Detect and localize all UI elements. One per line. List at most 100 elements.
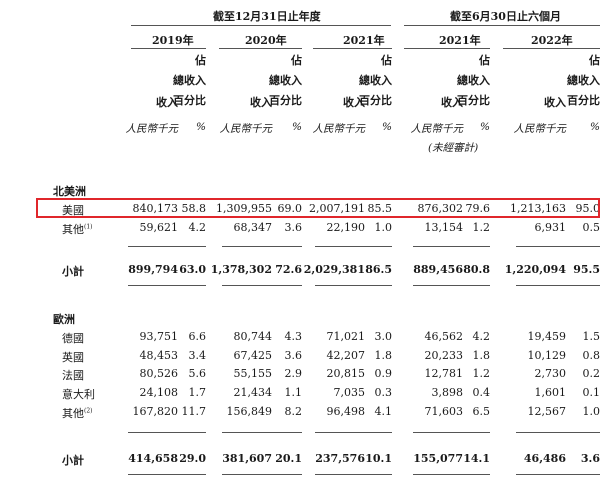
table-cell: 3.0 (374, 330, 393, 343)
year-header-2021-h1: 2021年 (439, 34, 481, 47)
subtotal-rule-bottom (128, 474, 206, 475)
column-header-revenue: 收入 (343, 96, 365, 109)
table-cell: 68,347 (233, 221, 273, 234)
table-cell: 4.1 (374, 405, 393, 418)
table-cell: 4.2 (188, 221, 207, 234)
unit-label-percent: % (292, 121, 302, 133)
period-header-six-months: 截至6月30日止六個月 (450, 10, 561, 23)
table-cell: 167,820 (132, 405, 179, 418)
row-label-text: 其他 (62, 407, 84, 420)
table-cell: 7,035 (333, 386, 366, 399)
table-cell: 0.2 (582, 367, 601, 380)
subtotal-cell: 381,607 (222, 452, 272, 465)
row-label-text: 意大利 (62, 388, 95, 401)
subtotal-rule-bottom (315, 474, 392, 475)
unit-label-rmb-thousand: 人民幣千元 (219, 123, 273, 135)
table-cell: 6.5 (472, 405, 491, 418)
subtotal-cell: 10.1 (365, 452, 392, 465)
year-rule-2020 (219, 48, 302, 49)
table-cell: 0.4 (472, 386, 491, 399)
year-rule-2022-h1 (503, 48, 600, 49)
subtotal-cell: 63.0 (179, 263, 206, 276)
unit-label-percent: % (480, 121, 490, 133)
unit-label-percent: % (196, 121, 206, 133)
row-label: 法國 (62, 367, 84, 383)
table-cell: 20,815 (326, 367, 366, 380)
subtotal-rule-top (315, 432, 392, 433)
table-cell: 1.1 (284, 386, 303, 399)
table-cell: 1.0 (374, 221, 393, 234)
table-cell: 46,562 (424, 330, 464, 343)
table-cell: 71,021 (326, 330, 366, 343)
column-header-percent-of-total: 佔 (381, 54, 392, 67)
column-header-revenue: 收入 (441, 96, 463, 109)
row-label: 美國 (62, 202, 84, 218)
unit-label-percent: % (382, 121, 392, 133)
subtotal-rule-bottom (516, 285, 600, 286)
table-cell: 59,621 (139, 221, 179, 234)
row-label-text: 其他 (62, 223, 84, 236)
row-label-text: 法國 (62, 369, 84, 382)
row-label-text: 德國 (62, 332, 84, 345)
table-cell: 85.5 (367, 202, 393, 215)
table-cell: 840,173 (132, 202, 179, 215)
year-header-2020: 2020年 (245, 34, 287, 47)
subtotal-cell: 86.5 (365, 263, 392, 276)
subtotal-cell: 95.5 (573, 263, 600, 276)
table-cell: 11.7 (181, 405, 207, 418)
subtotal-rule-top (516, 246, 600, 247)
subtotal-label: 小計 (62, 265, 84, 278)
table-cell: 0.8 (582, 349, 601, 362)
table-cell: 1.7 (188, 386, 207, 399)
column-header-percent-of-total: 佔 (479, 54, 490, 67)
column-header-percent-of-total: 百分比 (567, 94, 600, 107)
subtotal-cell: 46,486 (523, 452, 566, 465)
table-cell: 95.0 (575, 202, 601, 215)
table-cell: 4.3 (284, 330, 303, 343)
table-cell: 1,309,955 (216, 202, 272, 215)
subtotal-rule-top (413, 246, 490, 247)
table-cell: 1,601 (534, 386, 567, 399)
column-header-percent-of-total: 百分比 (269, 94, 302, 107)
table-cell: 156,849 (226, 405, 273, 418)
table-cell: 876,302 (417, 202, 464, 215)
subtotal-rule-bottom (413, 474, 490, 475)
table-cell: 24,108 (139, 386, 179, 399)
section-title: 北美洲 (53, 185, 86, 198)
subtotal-cell: 29.0 (179, 452, 206, 465)
table-cell: 13,154 (424, 221, 464, 234)
unaudited-note: (未經審計) (428, 142, 479, 154)
column-header-percent-of-total: 總收入 (457, 74, 490, 87)
subtotal-cell: 1,220,094 (504, 263, 566, 276)
table-cell: 22,190 (326, 221, 366, 234)
column-header-percent-of-total: 百分比 (173, 94, 206, 107)
table-cell: 96,498 (326, 405, 366, 418)
column-header-revenue: 收入 (250, 96, 272, 109)
period-rule-six-months (404, 25, 600, 26)
table-cell: 1,213,163 (510, 202, 566, 215)
column-header-percent-of-total: 總收入 (269, 74, 302, 87)
subtotal-rule-top (315, 246, 392, 247)
section-title: 歐洲 (53, 313, 75, 326)
subtotal-rule-bottom (222, 285, 302, 286)
year-header-2021: 2021年 (343, 34, 385, 47)
column-header-revenue: 收入 (544, 96, 566, 109)
subtotal-cell: 20.1 (275, 452, 302, 465)
row-label: 其他(1) (62, 221, 93, 237)
table-cell: 3.6 (284, 349, 303, 362)
column-header-percent-of-total: 佔 (291, 54, 302, 67)
year-header-2019: 2019年 (152, 34, 194, 47)
column-header-percent-of-total: 佔 (589, 54, 600, 67)
table-cell: 0.9 (374, 367, 393, 380)
row-label-text: 美國 (62, 204, 84, 217)
table-cell: 20,233 (424, 349, 464, 362)
table-cell: 69.0 (277, 202, 303, 215)
subtotal-rule-bottom (315, 285, 392, 286)
table-cell: 1.5 (582, 330, 601, 343)
column-header-percent-of-total: 佔 (195, 54, 206, 67)
year-rule-2021 (313, 48, 392, 49)
year-rule-2021-h1 (404, 48, 490, 49)
unit-label-rmb-thousand: 人民幣千元 (410, 123, 464, 135)
table-cell: 5.6 (188, 367, 207, 380)
table-cell: 8.2 (284, 405, 303, 418)
